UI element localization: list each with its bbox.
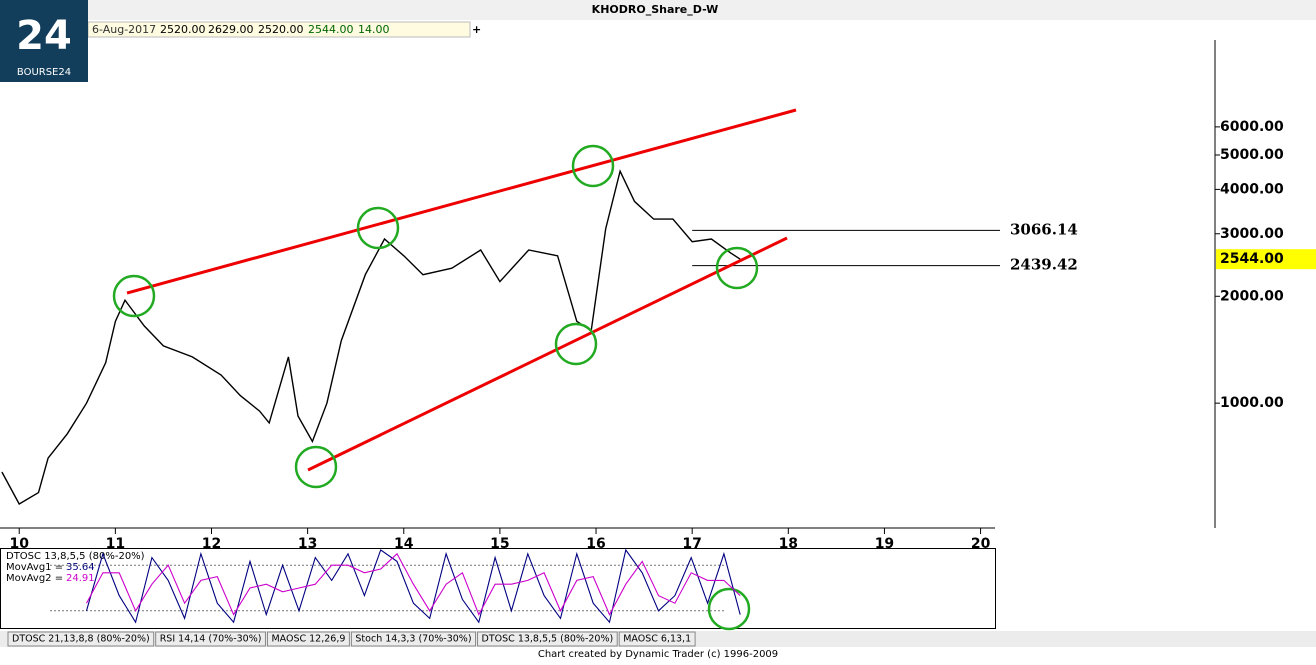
x-tick-label: 10 [9,536,29,552]
last-price-label: 2544.00 [1220,251,1284,267]
level-label: 3066.14 [1010,220,1078,238]
logo [0,0,88,82]
tab-bar [0,631,1316,647]
open: 2520.00 [160,23,206,36]
indicator-panel [0,548,996,629]
tab[interactable]: RSI 14,14 (70%-30%) [160,634,262,645]
tab-border [350,631,477,647]
low: 2520.00 [258,23,304,36]
tab[interactable]: DTOSC 13,8,5,5 (80%-20%) [482,634,614,645]
tab-border [618,631,696,647]
high: 2629.00 [208,23,254,36]
close: 2544.00 [308,23,354,36]
ma1-label: MovAvg1 = [6,562,63,573]
x-tick-label: 15 [490,536,509,552]
y-tick-label: 1000.00 [1220,395,1284,411]
x-tick-label: 16 [586,536,605,552]
logo-mark: 24 [16,13,72,59]
highlight-circle [356,206,400,250]
x-tick-label: 12 [202,536,221,552]
highlight-circle [554,322,598,366]
trendline [126,108,797,295]
x-tick-label: 13 [298,536,317,552]
ma1-value: 35.64 [66,562,95,573]
series-line [85,548,741,624]
title-bar [0,0,1316,20]
tab[interactable]: MAOSC 12,26,9 [271,634,345,645]
highlight-circle [715,246,759,290]
tab-border [155,631,266,647]
x-tick-label: 11 [106,536,125,552]
add-button[interactable]: + [472,23,481,36]
y-tick-label: 4000.00 [1220,181,1284,197]
footer: Chart created by Dynamic Trader (c) 1996… [538,649,778,660]
x-tick-label: 17 [682,536,701,552]
x-tick-label: 18 [779,536,798,552]
change: 14.00 [358,23,390,36]
highlight-circle [294,445,338,489]
x-tick-label: 14 [394,536,414,552]
highlight-circle [112,274,156,318]
y-tick-label: 3000.00 [1220,226,1284,242]
date: 6-Aug-2017 [92,23,156,36]
y-tick-label: 5000.00 [1220,147,1284,163]
tab-border [266,631,350,647]
tab-border [477,631,618,647]
trendline [307,236,788,472]
logo-text: BOURSE24 [17,67,71,78]
series-line [86,552,741,616]
highlight-circle [707,587,751,631]
x-tick-label: 20 [971,536,991,552]
last-price-box [1216,249,1316,270]
level-label: 2439.42 [1010,256,1078,274]
ma2-value: 24.91 [66,573,95,584]
tab[interactable]: DTOSC 21,13,8,8 (80%-20%) [12,634,150,645]
tab[interactable]: MAOSC 6,13,1 [623,634,691,645]
y-tick-label: 6000.00 [1220,119,1284,135]
tab-border [7,631,155,647]
y-tick-label: 2000.00 [1220,288,1284,304]
tab[interactable]: Stoch 14,3,3 (70%-30%) [355,634,471,645]
title: KHODRO_Share_D-W [592,3,719,16]
highlight-circle [571,144,615,188]
x-tick-label: 19 [875,536,894,552]
indicator-label: DTOSC 13,8,5,5 (80%-20%) [6,551,145,562]
series-line [1,169,741,505]
ma2-label: MovAvg2 = [6,573,63,584]
